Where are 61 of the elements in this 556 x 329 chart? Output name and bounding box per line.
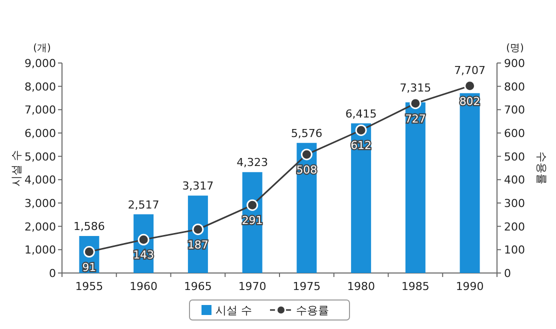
x-tick-label: 1990 — [456, 280, 484, 293]
data-label: 91 — [82, 260, 96, 274]
bar — [351, 123, 372, 273]
data-label: 508 — [296, 163, 318, 176]
x-tick-label: 1955 — [75, 280, 104, 293]
data-label: 727 — [404, 112, 426, 126]
y-tick-label: 5,000 — [24, 150, 56, 164]
y-tick-label: 6,000 — [24, 127, 56, 140]
legend-label: 시설 수 — [216, 304, 252, 317]
y2-tick-label: 400 — [504, 174, 525, 187]
point — [410, 98, 422, 110]
text: (명) — [506, 43, 524, 54]
y-tick-label: 3,000 — [24, 197, 56, 210]
x-tick-label: 1960 — [130, 280, 158, 293]
point — [355, 124, 367, 136]
y-tick-label: 1,000 — [24, 244, 56, 257]
y-axis-title: 시설 수 — [10, 150, 23, 186]
y2-axis-title: 수용률 — [535, 152, 548, 184]
x-tick-label: 1965 — [184, 280, 212, 293]
legend-label: 수용률 — [296, 304, 329, 317]
x-tick-label: 1970 — [238, 280, 266, 293]
bar — [460, 93, 480, 273]
y2-tick-label: 300 — [504, 197, 525, 210]
y-tick-label: 2,000 — [24, 220, 56, 234]
x-tick-label: 1980 — [347, 280, 376, 293]
y2-tick-label: 100 — [504, 244, 525, 257]
y2-tick-label: 500 — [504, 150, 525, 164]
x-tick-label: 1985 — [401, 280, 430, 293]
data-label: 291 — [242, 214, 263, 228]
x-tick-label: 1975 — [292, 280, 321, 293]
point — [138, 234, 150, 246]
data-label: 2,517 — [128, 198, 160, 212]
y-tick-label: 7,000 — [24, 104, 56, 117]
point — [300, 148, 312, 160]
data-label: 143 — [133, 248, 154, 262]
y2-tick-label: 0 — [504, 267, 511, 280]
point — [464, 80, 476, 92]
y-tick-label: 0 — [49, 267, 56, 280]
point — [192, 224, 204, 236]
data-label: 187 — [187, 238, 208, 252]
bar — [405, 102, 426, 273]
data-label: 6,415 — [345, 107, 377, 120]
data-label: 4,323 — [236, 156, 268, 170]
text: (개) — [33, 43, 51, 54]
y2-tick-label: 900 — [504, 57, 525, 70]
data-label: 5,576 — [290, 126, 322, 140]
data-label: 3,317 — [182, 180, 214, 193]
y-tick-label: 8,000 — [24, 80, 56, 94]
data-label: 7,315 — [400, 81, 432, 94]
y-tick-label: 4,000 — [24, 174, 56, 187]
y2-tick-label: 800 — [504, 80, 525, 94]
y2-tick-label: 600 — [504, 127, 525, 140]
y2-tick-label: 700 — [504, 104, 525, 117]
y2-tick-label: 200 — [504, 220, 525, 234]
data-label: 612 — [350, 139, 372, 152]
y-tick-label: 9,000 — [24, 57, 56, 70]
data-label: 1,586 — [73, 220, 105, 233]
data-label: 802 — [459, 94, 480, 108]
bar — [296, 142, 317, 273]
point — [246, 199, 258, 211]
data-label: 7,707 — [454, 64, 486, 77]
